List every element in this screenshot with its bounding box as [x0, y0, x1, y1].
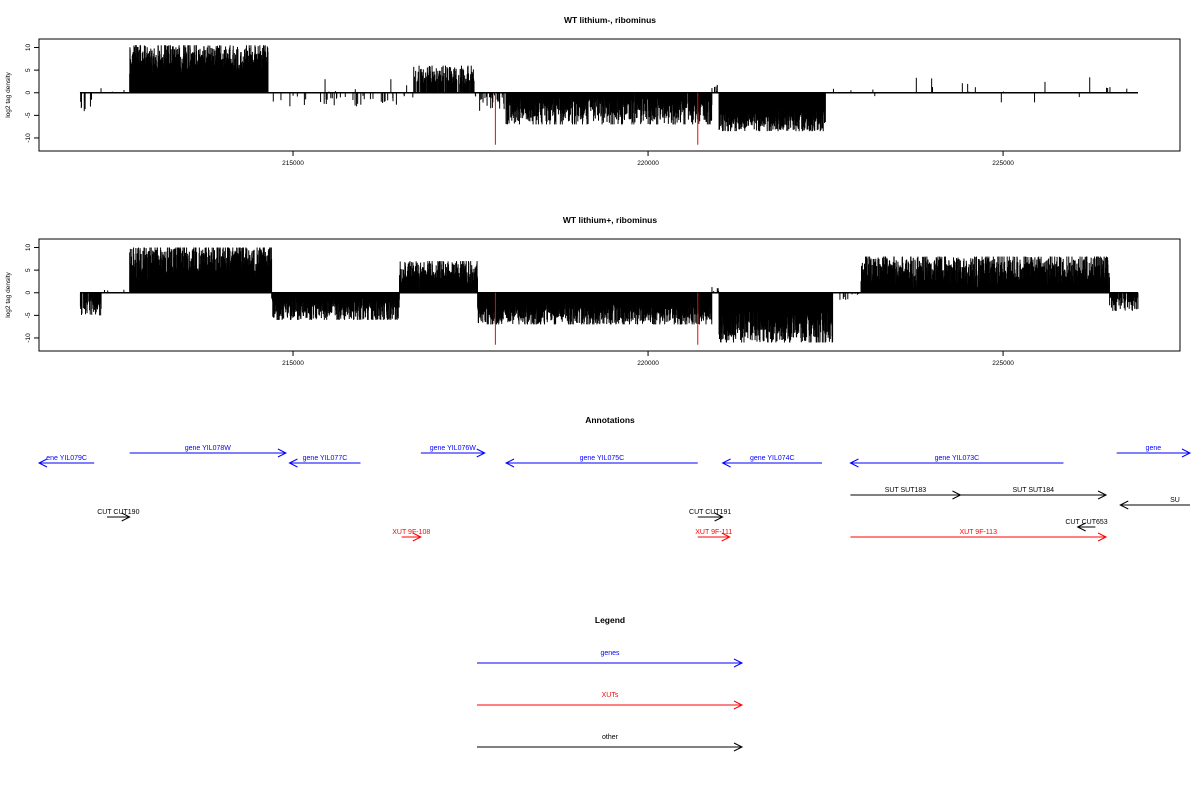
x-tick-label: 225000	[992, 160, 1014, 167]
plot-frame	[38, 38, 1181, 152]
y-tick-label: -5	[25, 312, 32, 318]
y-tick-label: 10	[25, 44, 32, 52]
y-tick-label: -10	[25, 333, 32, 343]
x-tick-label: 215000	[282, 360, 304, 367]
plot-frame	[38, 238, 1181, 352]
x-tick-label: 220000	[637, 360, 659, 367]
density-bars	[79, 45, 1128, 132]
y-tick-label: 5	[25, 268, 32, 272]
track-panel-2: WT lithium+, ribominus 10 5 0 -5 -10 log2 tag …	[5, 215, 1181, 367]
y-tick-label: 0	[25, 91, 32, 95]
y-tick-label: 0	[25, 291, 32, 295]
x-tick-label: 215000	[282, 160, 304, 167]
y-tick-label: -10	[25, 133, 32, 143]
y-axis-label: log2 tag density	[5, 271, 12, 317]
x-tick-label: 220000	[637, 160, 659, 167]
track-panel-1: WT lithium-, ribominus 10 5 0 -5 -10 log2 tag …	[5, 15, 1181, 167]
y-axis-label: log2 tag density	[5, 71, 12, 117]
y-tick-label: 5	[25, 68, 32, 72]
density-bars	[79, 247, 1139, 343]
track-panels: WT lithium-, ribominus 10 5 0 -5 -10 log2 tag …	[5, 15, 1181, 367]
y-tick-label: 10	[25, 244, 32, 252]
x-tick-label: 225000	[992, 360, 1014, 367]
panel-title: WT lithium-, ribominus	[564, 15, 656, 25]
panel-title: WT lithium+, ribominus	[563, 215, 657, 225]
y-tick-label: -5	[25, 112, 32, 118]
